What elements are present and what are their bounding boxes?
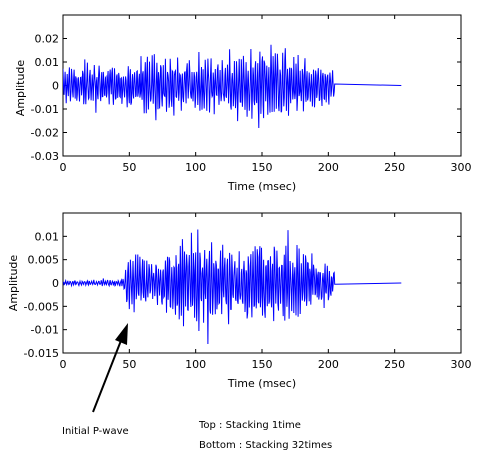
note-top-stacking: Top : Stacking 1time bbox=[198, 420, 301, 431]
bottom-x-tick-label: 150 bbox=[252, 358, 273, 371]
top-x-ticks: 0 50 100 150 200 250 300 bbox=[60, 15, 472, 174]
bottom-y-tick-label: 0 bbox=[52, 277, 59, 290]
bottom-x-tick-label: 200 bbox=[318, 358, 339, 371]
bottom-x-tick-label: 0 bbox=[60, 358, 67, 371]
top-x-tick-label: 200 bbox=[318, 161, 339, 174]
bottom-x-ticks: 0 50 100 150 200 250 300 bbox=[60, 213, 472, 371]
bottom-chart: 0 50 100 150 200 250 300 -0.015 -0.01 -0.005 0 0.0… bbox=[7, 212, 472, 390]
top-y-tick-label: -0.02 bbox=[31, 127, 59, 140]
bottom-x-tick-label: 100 bbox=[185, 358, 206, 371]
bottom-x-tick-label: 250 bbox=[384, 358, 405, 371]
top-x-axis-label: Time (msec) bbox=[227, 180, 296, 193]
bottom-y-tick-label: -0.015 bbox=[24, 347, 59, 360]
note-bottom-stacking: Bottom : Stacking 32times bbox=[199, 440, 332, 451]
initial-p-wave-annotation: Initial P-wave bbox=[62, 323, 129, 437]
top-y-tick-label: 0.01 bbox=[35, 56, 60, 69]
top-x-tick-label: 100 bbox=[185, 161, 206, 174]
top-y-ticks: -0.03 -0.02 -0.01 0 0.01 0.02 bbox=[31, 33, 461, 163]
bottom-y-tick-label: -0.01 bbox=[31, 324, 59, 337]
bottom-y-tick-label: -0.005 bbox=[24, 300, 59, 313]
top-x-tick-label: 250 bbox=[384, 161, 405, 174]
bottom-x-tick-label: 300 bbox=[451, 358, 472, 371]
annotation-label: Initial P-wave bbox=[62, 426, 129, 437]
top-x-tick-label: 150 bbox=[252, 161, 273, 174]
bottom-y-ticks: -0.015 -0.01 -0.005 0 0.005 0.01 bbox=[24, 230, 461, 360]
bottom-y-axis-label: Amplitude bbox=[7, 255, 20, 312]
top-y-tick-label: -0.01 bbox=[31, 103, 59, 116]
bottom-y-tick-label: 0.01 bbox=[35, 230, 60, 243]
top-chart: 0 50 100 150 200 250 300 -0.03-0.02-0.0100.010… bbox=[14, 14, 472, 193]
top-y-axis-label: Amplitude bbox=[14, 60, 27, 117]
bottom-x-tick-label: 50 bbox=[122, 358, 136, 371]
bottom-x-axis-label: Time (msec) bbox=[227, 377, 296, 390]
annotation-arrow-shaft bbox=[92, 337, 123, 413]
top-waveform-series bbox=[63, 44, 402, 129]
bottom-waveform-series bbox=[63, 229, 402, 345]
top-x-tick-label: 50 bbox=[122, 161, 136, 174]
top-y-tick-label: -0.03 bbox=[31, 150, 59, 163]
top-y-tick-label: 0 bbox=[52, 80, 59, 93]
top-x-tick-label: 0 bbox=[60, 161, 67, 174]
top-y-tick-label: 0.02 bbox=[35, 33, 60, 46]
top-x-tick-label: 300 bbox=[451, 161, 472, 174]
annotation-arrowhead bbox=[115, 323, 128, 345]
bottom-y-tick-label: 0.005 bbox=[28, 254, 60, 267]
